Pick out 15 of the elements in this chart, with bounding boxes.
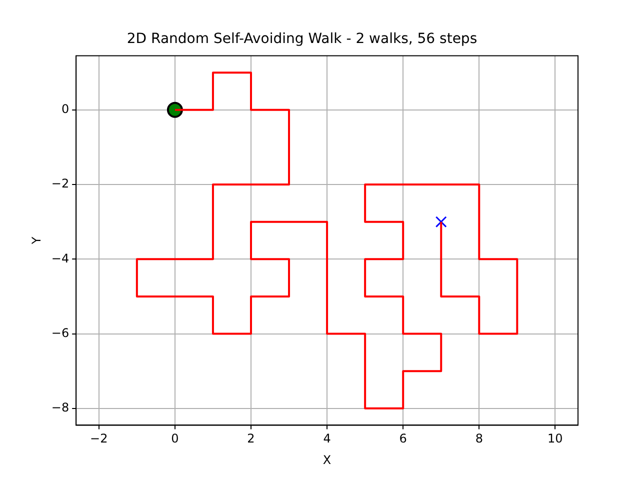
x-tick-label: 10 <box>548 432 563 446</box>
x-tick-label: 6 <box>399 432 407 446</box>
x-tick-label: 2 <box>247 432 255 446</box>
y-tick-label: −8 <box>51 400 70 415</box>
y-axis-title: Y <box>29 236 44 246</box>
x-tick-label: 4 <box>323 432 331 446</box>
x-axis-title: X <box>322 452 332 467</box>
y-tick-label: 0 <box>61 102 70 116</box>
x-tick-label: −2 <box>90 432 108 446</box>
chart-title: 2D Random Self-Avoiding Walk - 2 walks, 56 steps <box>126 31 478 48</box>
y-tick-label: −2 <box>51 176 70 191</box>
x-tick-label: 0 <box>171 432 179 446</box>
y-tick-label: −4 <box>51 251 70 266</box>
y-tick-label: −6 <box>51 326 70 340</box>
x-tick-label: 8 <box>475 432 483 446</box>
